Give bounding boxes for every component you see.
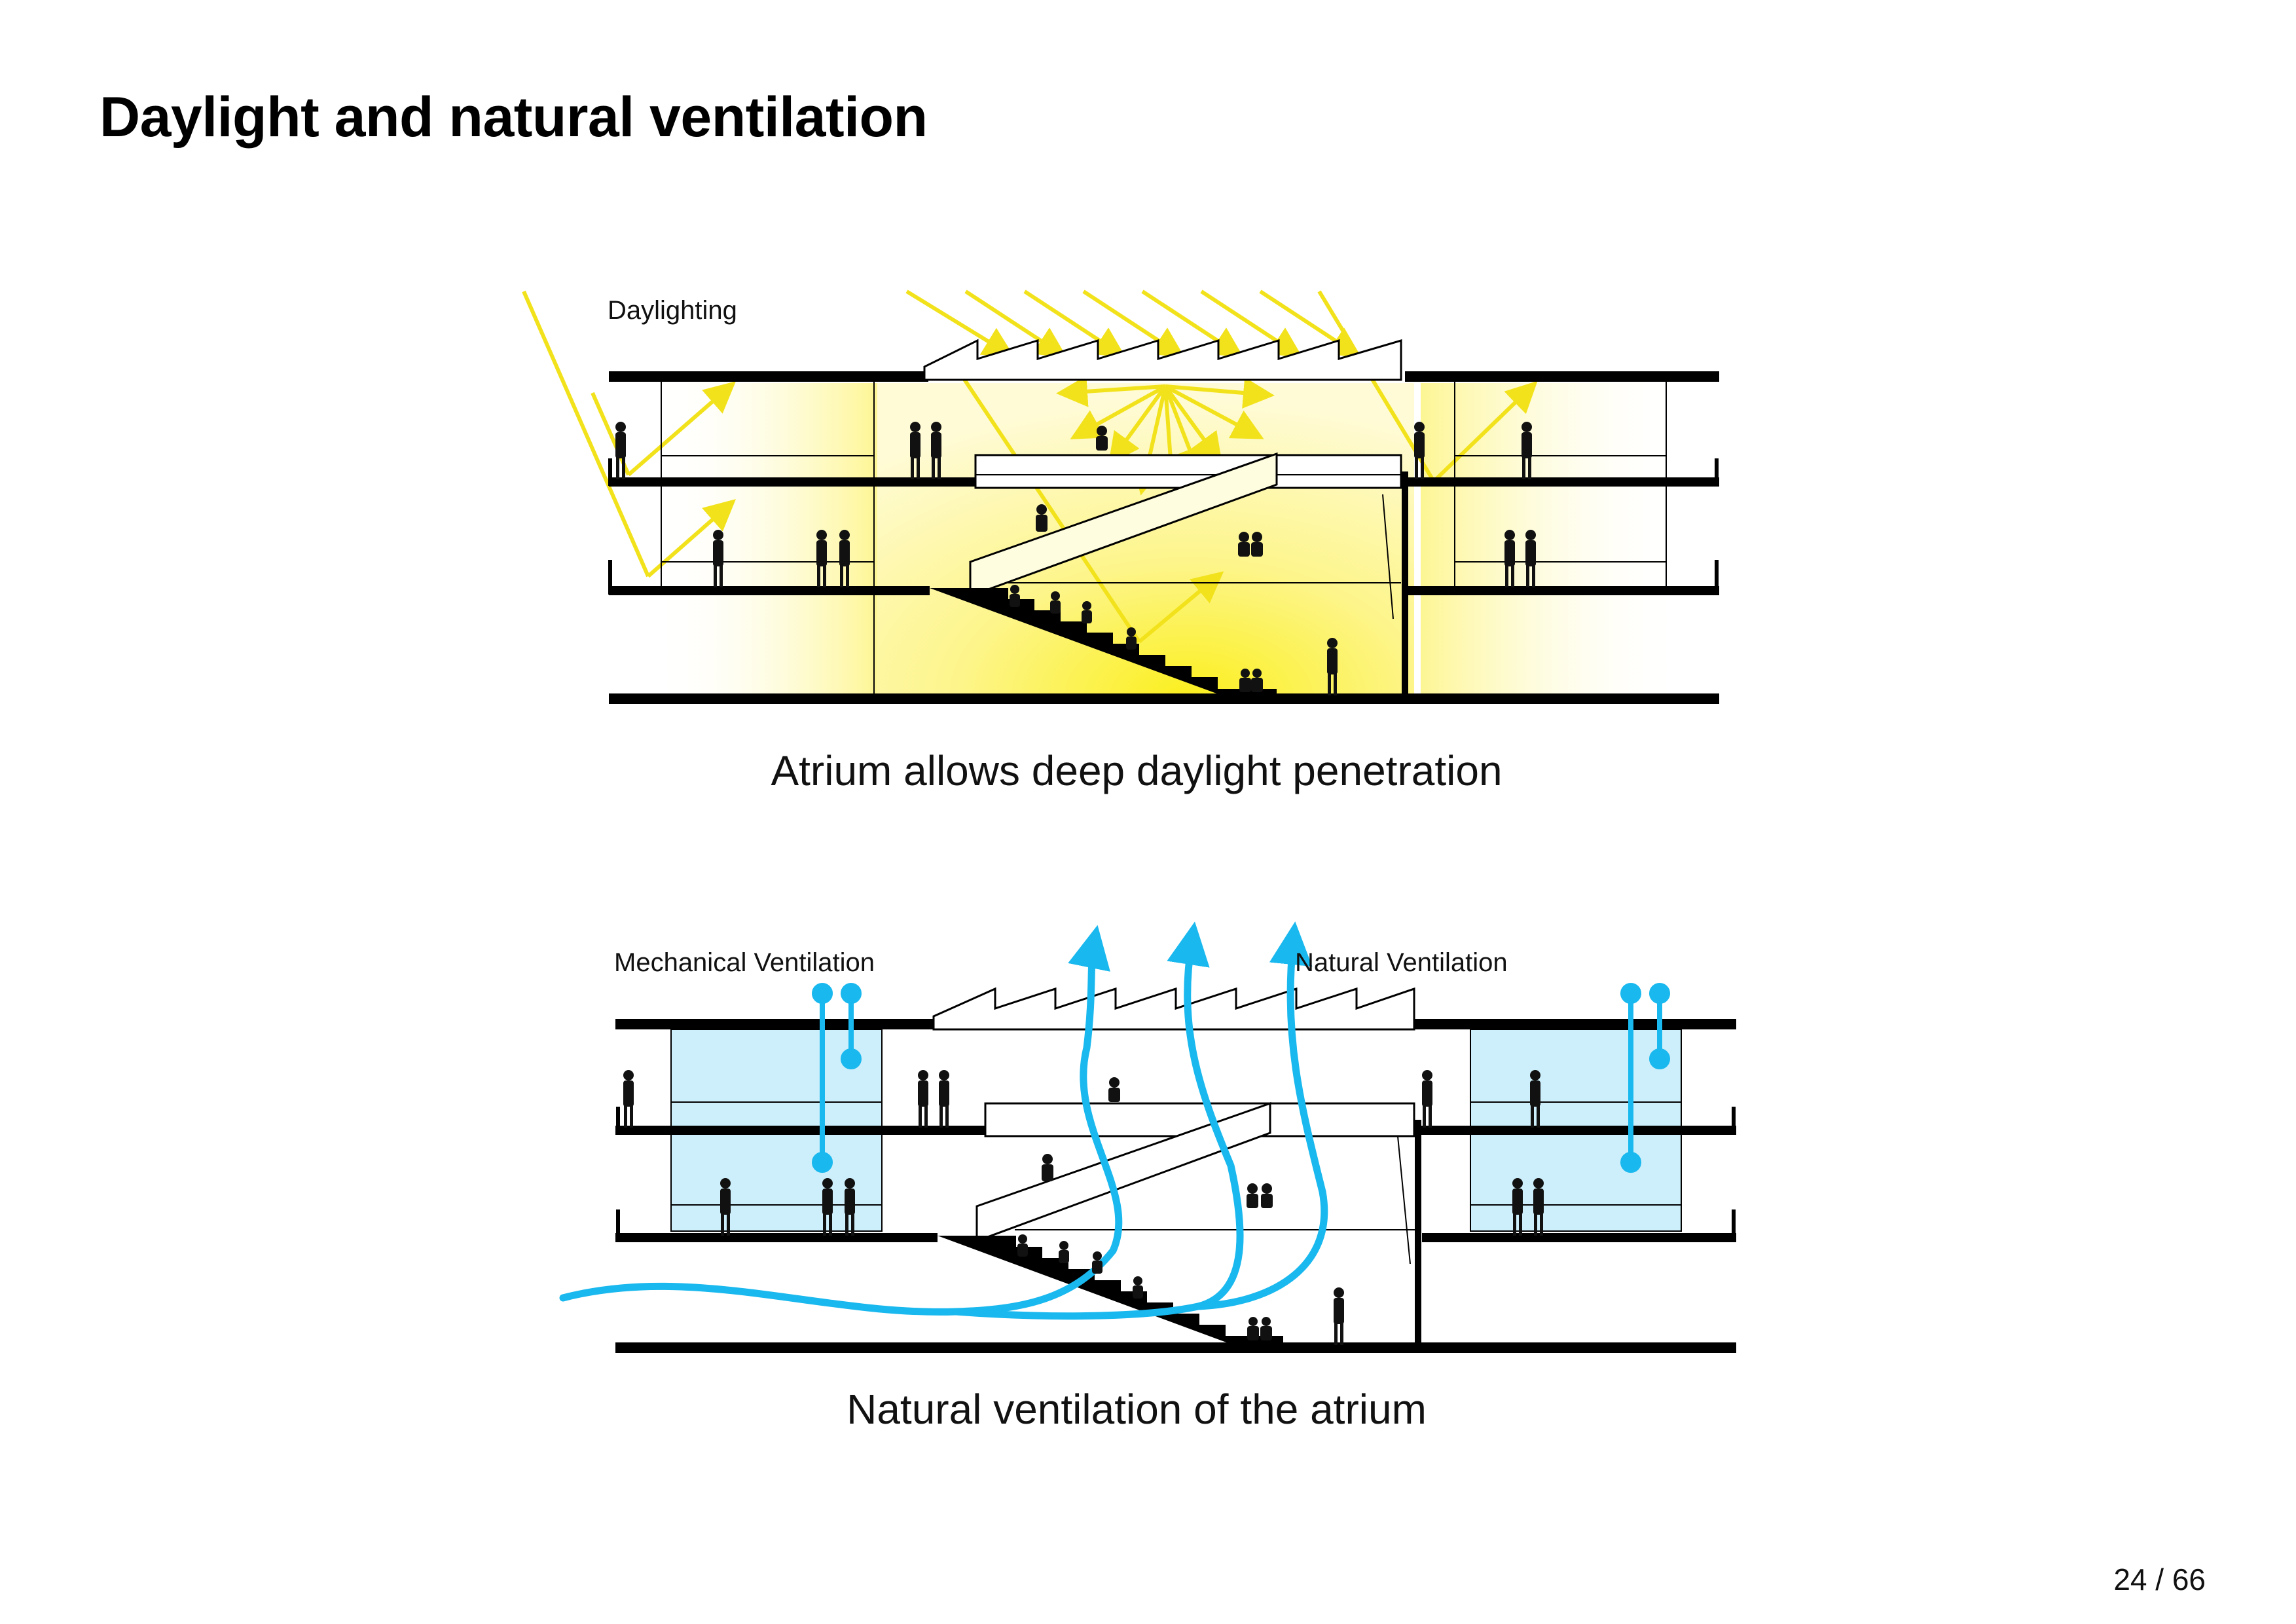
building-section-bottom (615, 987, 1736, 1353)
daylight-glow (655, 383, 1683, 697)
page-number: 24 / 66 (2113, 1562, 2206, 1596)
stair-steps (930, 588, 1277, 699)
building-section-top (608, 339, 1719, 704)
mechanical-ducts (812, 983, 1670, 1173)
people-silhouettes (615, 422, 1536, 695)
mechanical-ventilation-label: Mechanical Ventilation (614, 948, 875, 977)
stair-steps-bottom (938, 1236, 1283, 1348)
daylighting-section-diagram (522, 289, 1719, 704)
ventilation-caption: Natural ventilation of the atrium (847, 1386, 1427, 1433)
people-silhouettes-bottom (623, 1070, 1544, 1345)
natural-ventilation-label: Natural Ventilation (1295, 948, 1508, 977)
daylighting-caption: Atrium allows deep daylight penetration (771, 747, 1503, 794)
slide-title: Daylight and natural ventilation (100, 86, 928, 149)
airflow-lines (559, 921, 1328, 1320)
daylighting-label: Daylighting (608, 296, 737, 325)
